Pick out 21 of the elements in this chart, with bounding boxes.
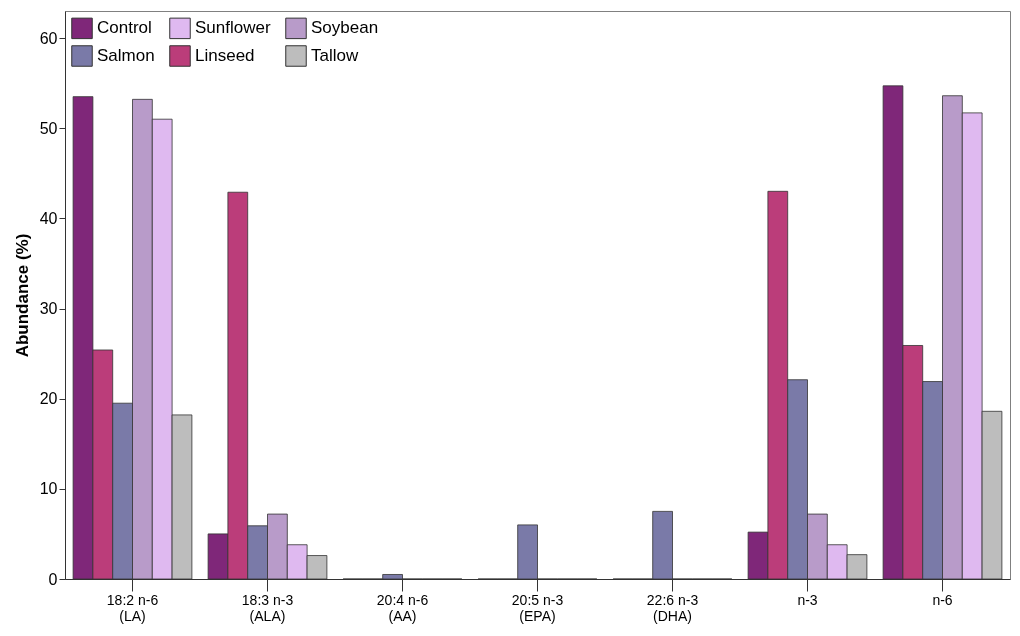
legend-label: Soybean <box>311 18 379 38</box>
x-tick-label: n-3 <box>797 591 818 608</box>
y-tick-label: 0 <box>48 570 58 588</box>
y-tick-label: 10 <box>39 480 58 498</box>
x-tick-label: n-6 <box>932 591 953 608</box>
legend-label: Linseed <box>195 46 255 65</box>
x-tick-label: 18:2 n-6 (LA) <box>106 591 159 624</box>
y-tick-label: 50 <box>39 119 58 137</box>
x-tick-label: 20:4 n-6 (AA) <box>376 591 429 624</box>
y-tick-label: 60 <box>39 29 58 47</box>
legend-label: Sunflower <box>195 18 271 38</box>
legend-label: Salmon <box>97 46 155 65</box>
x-tick-label: 18:3 n-3 (ALA) <box>241 591 294 624</box>
y-tick-label: 40 <box>39 209 58 227</box>
x-tick-label: 22:6 n-3 (DHA) <box>646 591 699 624</box>
x-tick-label: 20:5 n-3 (EPA) <box>511 591 564 624</box>
y-tick-label: 20 <box>39 390 58 408</box>
y-tick-label: 30 <box>39 300 58 318</box>
legend-label: Control <box>97 18 152 38</box>
y-axis-title: Abundance (%) <box>12 233 32 358</box>
legend-label: Tallow <box>311 46 359 65</box>
